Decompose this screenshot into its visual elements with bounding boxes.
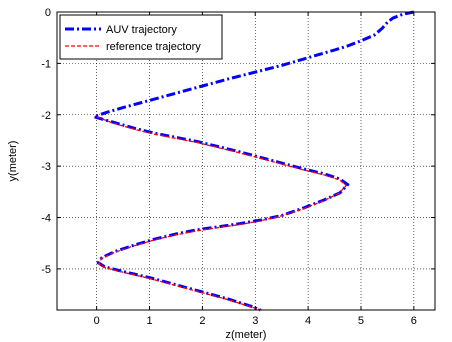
x-tick-label: 6 bbox=[411, 315, 417, 327]
legend-label-auv: AUV trajectory bbox=[106, 24, 177, 36]
y-tick-label: -2 bbox=[41, 110, 51, 122]
series-line-reference bbox=[96, 116, 347, 311]
x-tick-label: 5 bbox=[358, 315, 364, 327]
x-tick-label: 0 bbox=[94, 315, 100, 327]
series-line-auv bbox=[92, 10, 415, 312]
y-tick-label: -1 bbox=[41, 58, 51, 70]
legend-box bbox=[59, 14, 223, 60]
series-layer bbox=[92, 10, 415, 312]
x-tick-label: 2 bbox=[199, 315, 205, 327]
y-tick-label: -4 bbox=[41, 213, 51, 225]
plot-frame bbox=[56, 11, 436, 311]
y-tick-label: -5 bbox=[41, 264, 51, 276]
x-tick-label: 3 bbox=[252, 315, 258, 327]
legend-label-reference: reference trajectory bbox=[106, 41, 201, 53]
y-tick-label: -3 bbox=[41, 161, 51, 173]
y-axis-label: y(meter) bbox=[7, 141, 19, 182]
x-tick-label: 4 bbox=[305, 315, 311, 327]
y-tick-label: 0 bbox=[45, 7, 51, 19]
legend: AUV trajectory reference trajectory bbox=[59, 14, 223, 60]
x-tick-label: 1 bbox=[146, 315, 152, 327]
x-axis-label: z(meter) bbox=[226, 329, 267, 341]
tick-layer: 0 1 2 3 4 5 6 0 -1 -2 -3 -4 -5 bbox=[41, 7, 435, 327]
